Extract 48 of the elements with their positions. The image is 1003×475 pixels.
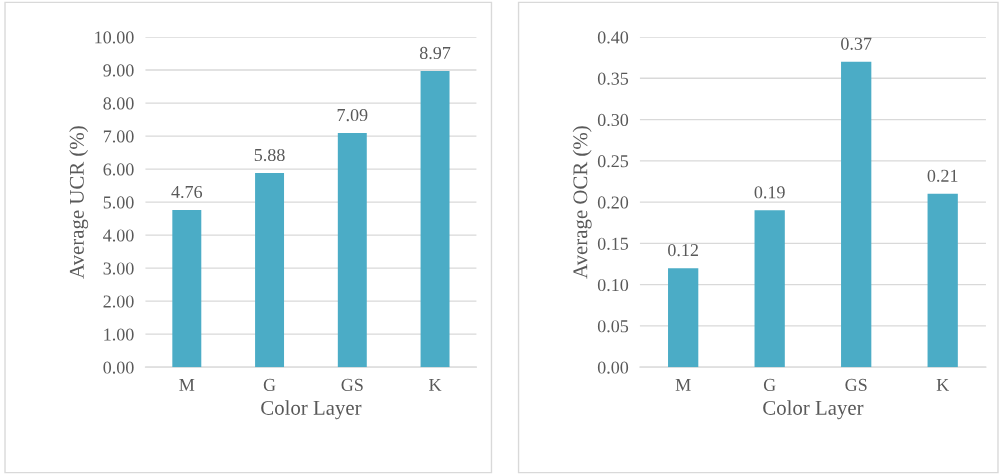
- bar: [172, 210, 202, 368]
- x-axis-title: Color Layer: [261, 400, 362, 420]
- bar: [841, 61, 872, 368]
- y-tick-label: 0.40: [597, 31, 629, 44]
- y-tick-label: 5.00: [103, 196, 134, 209]
- y-tick-label: 8.00: [103, 97, 134, 110]
- y-tick-label: 0.20: [597, 196, 629, 209]
- y-tick-label: 0.25: [597, 155, 629, 168]
- bar: [668, 268, 699, 368]
- bar: [754, 210, 785, 368]
- x-tick-label: GS: [341, 378, 363, 391]
- data-label: 0.21: [927, 169, 958, 182]
- y-tick-label: 6.00: [103, 163, 134, 176]
- y-tick-label: 3.00: [103, 262, 134, 275]
- y-tick-label: 0.00: [597, 361, 629, 374]
- x-tick-label: G: [763, 378, 776, 391]
- y-tick-label: 0.35: [597, 72, 629, 85]
- bar: [337, 133, 367, 368]
- data-label: 8.97: [419, 46, 451, 60]
- x-tick-label: K: [936, 378, 950, 391]
- y-tick-label: 2.00: [103, 295, 134, 308]
- y-tick-label: 0.30: [597, 113, 629, 127]
- x-tick-label: M: [179, 378, 195, 391]
- x-axis-title: Color Layer: [763, 400, 864, 420]
- data-label: 0.12: [668, 243, 698, 257]
- y-tick-label: 4.00: [103, 229, 134, 242]
- x-tick-label: M: [675, 378, 691, 391]
- y-tick-label: 0.05: [597, 320, 629, 333]
- bar: [420, 71, 450, 368]
- y-tick-label: 0.00: [103, 361, 134, 374]
- data-label: 5.88: [254, 148, 285, 162]
- data-label: 7.09: [337, 108, 368, 122]
- x-tick-label: GS: [845, 378, 867, 391]
- bar: [927, 193, 958, 368]
- y-tick-label: 9.00: [103, 64, 134, 77]
- bar: [255, 173, 285, 368]
- data-label: 0.19: [754, 186, 785, 199]
- data-label: 4.76: [171, 185, 203, 199]
- y-tick-label: 7.00: [103, 130, 134, 143]
- y-tick-label: 0.15: [597, 237, 629, 250]
- y-axis-title: Average UCR (%): [69, 126, 89, 279]
- y-tick-label: 1.00: [104, 328, 134, 341]
- data-label: 0.37: [841, 37, 872, 50]
- x-tick-label: G: [263, 378, 276, 391]
- y-tick-label: 10.00: [95, 31, 134, 44]
- x-tick-label: K: [429, 378, 442, 391]
- y-axis-title: Average OCR (%): [572, 126, 592, 279]
- y-tick-label: 0.10: [597, 278, 629, 292]
